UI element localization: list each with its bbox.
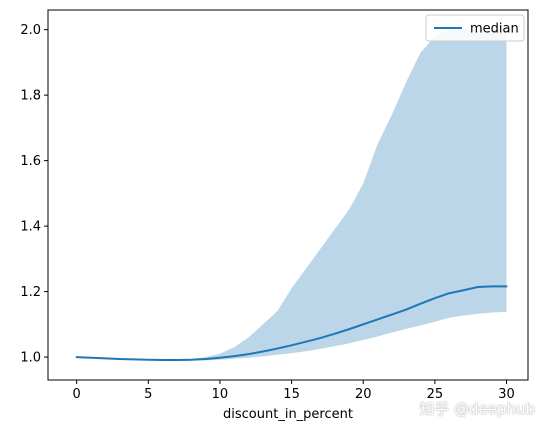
- x-tick-label: 20: [355, 387, 372, 402]
- y-tick-label: 1.2: [20, 285, 41, 300]
- x-tick-label: 5: [144, 387, 152, 402]
- x-tick-label: 30: [498, 387, 515, 402]
- x-tick-label: 15: [283, 387, 300, 402]
- plot-area: [48, 10, 528, 380]
- y-tick-label: 1.8: [20, 89, 41, 104]
- confidence-band: [76, 29, 507, 362]
- x-tick-label: 0: [73, 387, 81, 402]
- axes: 0 5 10 15 20 25 30 1.0 1.2 1.4 1.6 1.8 2.0: [20, 9, 529, 402]
- legend-box: [425, 14, 525, 42]
- x-axis-label: discount_in_percent: [223, 407, 353, 422]
- median-line-layer: [75, 285, 508, 362]
- y-tick-label: 1.0: [20, 351, 41, 366]
- y-tick-label: 1.4: [20, 220, 41, 235]
- x-tick-label: 25: [427, 387, 444, 402]
- x-tick-label: 10: [212, 387, 229, 402]
- legend: median: [425, 14, 525, 42]
- legend-label: median: [470, 22, 519, 37]
- y-tick-label: 2.0: [20, 23, 41, 38]
- band-area: [76, 29, 507, 362]
- y-tick-label: 1.6: [20, 154, 41, 169]
- watermark: 知乎 @deephub: [419, 400, 535, 418]
- axes-frame: [47, 9, 529, 381]
